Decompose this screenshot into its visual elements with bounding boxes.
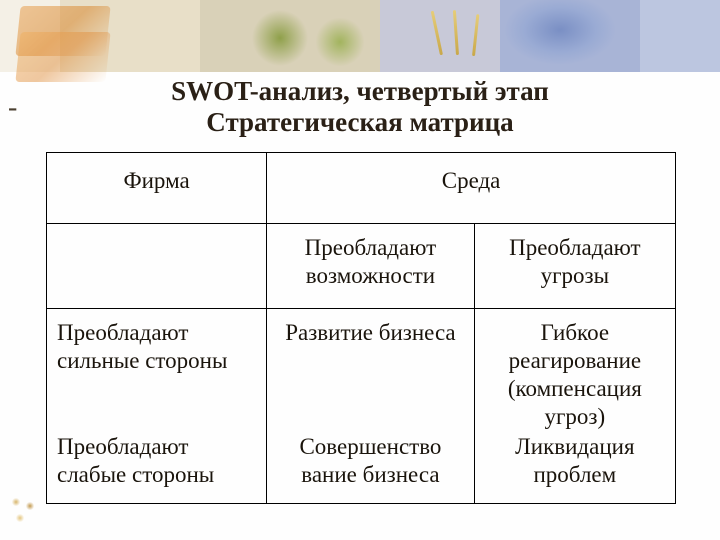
header-firm: Фирма — [47, 153, 267, 224]
table-row: Фирма Среда — [47, 153, 676, 224]
cell-st: Гибкое реагирование (компенсация угроз) — [474, 309, 675, 432]
cell-so: Развитие бизнеса — [267, 309, 475, 432]
swot-matrix-table: Фирма Среда Преобладают возможности Прео… — [46, 152, 676, 504]
subheader-threats: Преобладают угрозы — [474, 224, 675, 309]
table-row: Преобладают сильные стороны Развитие биз… — [47, 309, 676, 432]
table-row: Преобладают возможности Преобладают угро… — [47, 224, 676, 309]
header-environment: Среда — [267, 153, 676, 224]
table-row: Преобладают слабые стороны Совершенство … — [47, 431, 676, 503]
cell-wt: Ликвидация проблем — [474, 431, 675, 503]
corner-flower-icon — [6, 492, 48, 534]
title-line-2: Стратегическая матрица — [0, 107, 720, 138]
title-line-1: SWOT-анализ, четвертый этап — [0, 76, 720, 107]
slide-title: SWOT-анализ, четвертый этап Стратегическ… — [0, 76, 720, 138]
decorative-banner — [0, 0, 720, 72]
header-empty — [47, 224, 267, 309]
subheader-opportunities: Преобладают возможности — [267, 224, 475, 309]
row-label-weaknesses: Преобладают слабые стороны — [47, 431, 267, 503]
row-label-strengths: Преобладают сильные стороны — [47, 309, 267, 432]
cell-wo: Совершенство вание бизнеса — [267, 431, 475, 503]
wheat-decoration — [410, 10, 510, 65]
